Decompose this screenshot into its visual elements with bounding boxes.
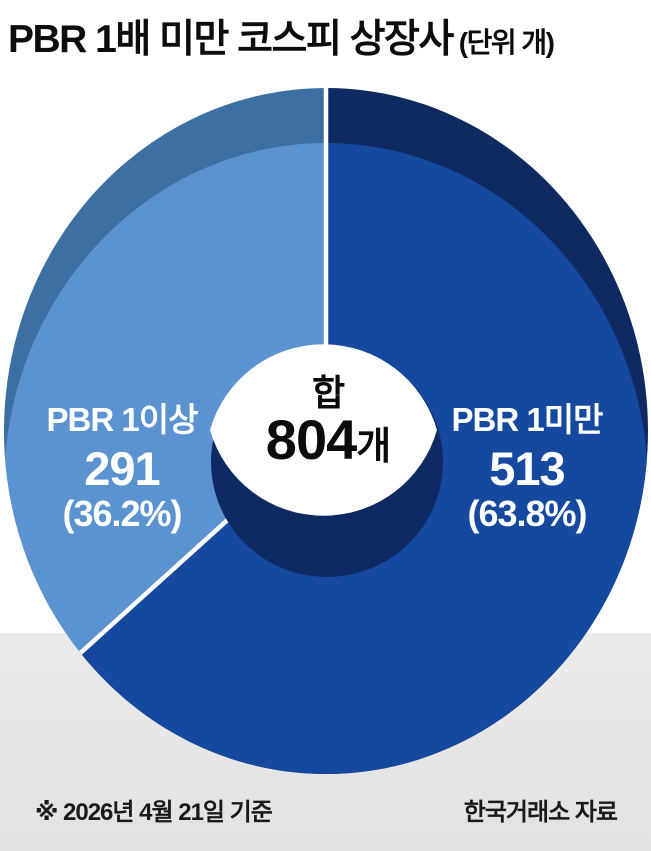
slice-percent: (63.8%) [467, 493, 587, 534]
footer-source: 한국거래소 자료 [463, 799, 618, 826]
slice-value: 513 [489, 442, 565, 495]
chart-title-text: PBR 1배 미만 코스피 상장사 [8, 18, 454, 61]
slice-name: PBR 1이상 [46, 401, 199, 438]
donut-hole-lens [210, 344, 437, 516]
chart-title-unit: (단위 개) [458, 27, 555, 58]
chart-title: PBR 1배 미만 코스피 상장사 (단위 개) [8, 8, 648, 64]
slice-percent: (36.2%) [62, 493, 182, 534]
total-label: 합 804개 [228, 372, 428, 481]
slice-name: PBR 1미만 [451, 401, 604, 438]
total-value: 804 [265, 408, 357, 471]
slice-pbr-over-1 [4, 143, 326, 675]
slice-value: 291 [84, 442, 160, 495]
total-suffix: 개 [356, 426, 391, 468]
footer: ※ 2026년 4월 21일 기준 한국거래소 자료 [0, 792, 651, 826]
total-word: 합 [311, 372, 345, 413]
footer-note: ※ 2026년 4월 21일 기준 [35, 799, 273, 826]
total-line: 804개 [228, 412, 428, 481]
slice-label-pbr-under-1: PBR 1미만 513 (63.8%) [407, 400, 647, 534]
slice-label-pbr-over-1: PBR 1이상 291 (36.2%) [2, 400, 242, 534]
